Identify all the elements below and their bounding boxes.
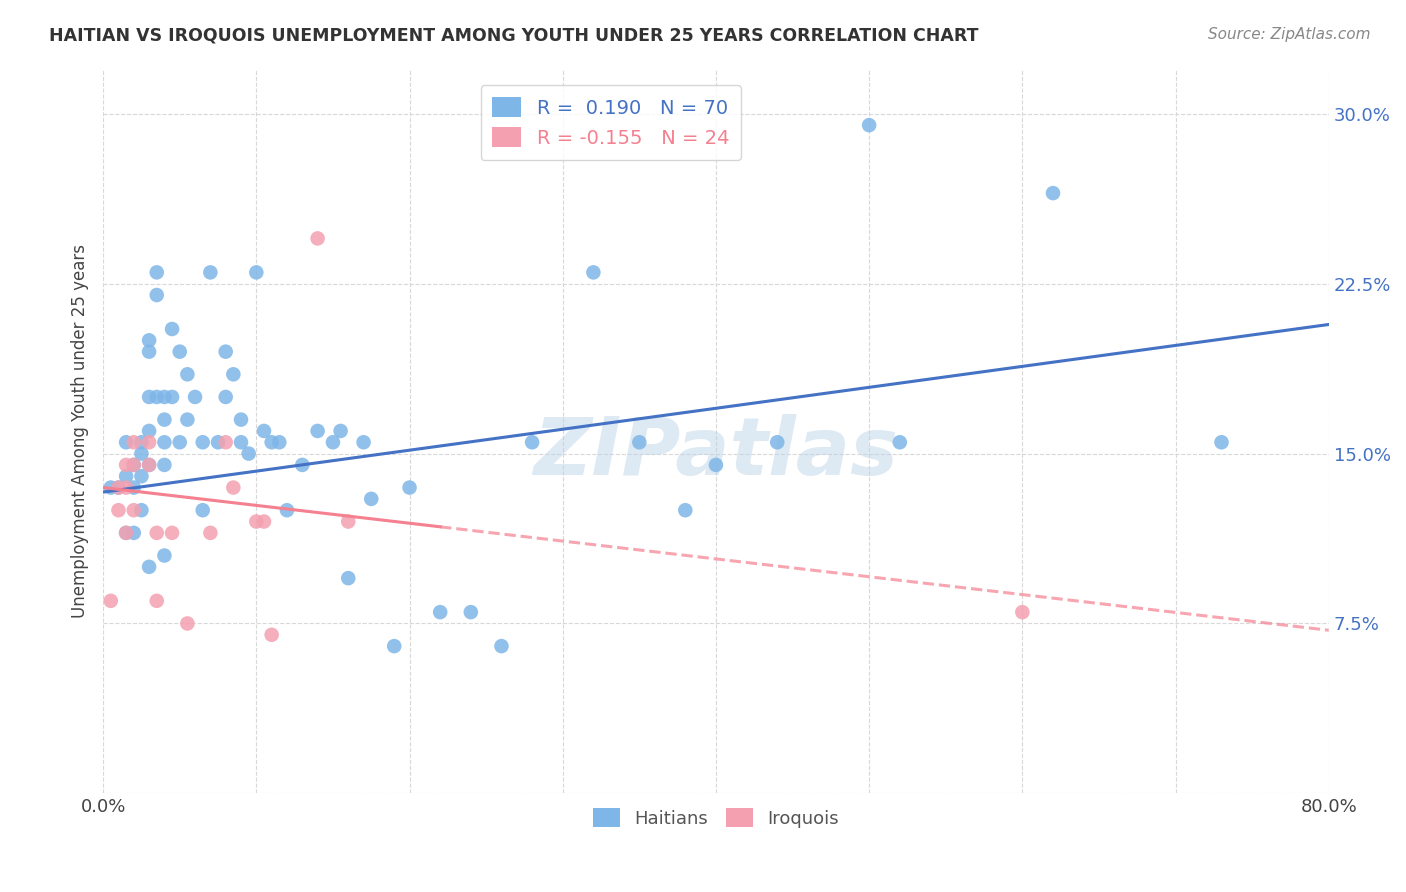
- Point: [153, 435, 176, 450]
- Point: [382, 639, 405, 653]
- Point: [107, 503, 129, 517]
- Point: [307, 424, 329, 438]
- Point: [115, 458, 138, 472]
- Point: [229, 412, 252, 426]
- Point: [169, 344, 191, 359]
- Point: [200, 525, 222, 540]
- Point: [122, 525, 145, 540]
- Point: [238, 447, 260, 461]
- Point: [115, 525, 138, 540]
- Point: [169, 435, 191, 450]
- Legend: Haitians, Iroquois: Haitians, Iroquois: [585, 801, 846, 835]
- Point: [160, 390, 183, 404]
- Point: [115, 435, 138, 450]
- Point: [138, 424, 160, 438]
- Point: [115, 525, 138, 540]
- Point: [200, 265, 222, 279]
- Point: [122, 458, 145, 472]
- Point: [138, 344, 160, 359]
- Point: [131, 447, 153, 461]
- Point: [153, 458, 176, 472]
- Point: [153, 390, 176, 404]
- Point: [222, 368, 245, 382]
- Point: [520, 435, 543, 450]
- Point: [207, 435, 229, 450]
- Text: ZIPatlas: ZIPatlas: [533, 414, 898, 491]
- Point: [253, 424, 276, 438]
- Y-axis label: Unemployment Among Youth under 25 years: Unemployment Among Youth under 25 years: [72, 244, 89, 618]
- Point: [153, 549, 176, 563]
- Point: [115, 481, 138, 495]
- Point: [360, 491, 382, 506]
- Point: [322, 435, 344, 450]
- Point: [138, 458, 160, 472]
- Point: [429, 605, 451, 619]
- Point: [131, 503, 153, 517]
- Point: [1042, 186, 1064, 200]
- Point: [222, 481, 245, 495]
- Point: [138, 390, 160, 404]
- Point: [337, 571, 360, 585]
- Point: [145, 594, 167, 608]
- Point: [628, 435, 651, 450]
- Point: [138, 334, 160, 348]
- Point: [215, 435, 238, 450]
- Point: [145, 390, 167, 404]
- Point: [122, 481, 145, 495]
- Point: [245, 265, 267, 279]
- Point: [184, 390, 207, 404]
- Text: HAITIAN VS IROQUOIS UNEMPLOYMENT AMONG YOUTH UNDER 25 YEARS CORRELATION CHART: HAITIAN VS IROQUOIS UNEMPLOYMENT AMONG Y…: [49, 27, 979, 45]
- Point: [131, 469, 153, 483]
- Point: [100, 481, 122, 495]
- Point: [100, 594, 122, 608]
- Point: [215, 344, 238, 359]
- Point: [1011, 605, 1033, 619]
- Point: [131, 435, 153, 450]
- Point: [1211, 435, 1233, 450]
- Point: [160, 525, 183, 540]
- Point: [491, 639, 513, 653]
- Point: [122, 458, 145, 472]
- Point: [115, 469, 138, 483]
- Point: [153, 412, 176, 426]
- Point: [245, 515, 267, 529]
- Point: [353, 435, 375, 450]
- Point: [107, 481, 129, 495]
- Point: [215, 390, 238, 404]
- Point: [766, 435, 789, 450]
- Point: [176, 616, 198, 631]
- Point: [582, 265, 605, 279]
- Point: [269, 435, 291, 450]
- Point: [138, 458, 160, 472]
- Point: [307, 231, 329, 245]
- Point: [460, 605, 482, 619]
- Point: [673, 503, 696, 517]
- Point: [253, 515, 276, 529]
- Point: [176, 412, 198, 426]
- Point: [145, 288, 167, 302]
- Point: [858, 118, 880, 132]
- Point: [176, 368, 198, 382]
- Point: [291, 458, 314, 472]
- Point: [107, 481, 129, 495]
- Point: [704, 458, 727, 472]
- Point: [191, 435, 214, 450]
- Point: [229, 435, 252, 450]
- Point: [138, 559, 160, 574]
- Point: [889, 435, 911, 450]
- Point: [122, 503, 145, 517]
- Point: [122, 435, 145, 450]
- Point: [276, 503, 298, 517]
- Point: [329, 424, 352, 438]
- Point: [337, 515, 360, 529]
- Point: [191, 503, 214, 517]
- Point: [145, 525, 167, 540]
- Text: Source: ZipAtlas.com: Source: ZipAtlas.com: [1208, 27, 1371, 42]
- Point: [160, 322, 183, 336]
- Point: [145, 265, 167, 279]
- Point: [260, 628, 283, 642]
- Point: [138, 435, 160, 450]
- Point: [260, 435, 283, 450]
- Point: [398, 481, 420, 495]
